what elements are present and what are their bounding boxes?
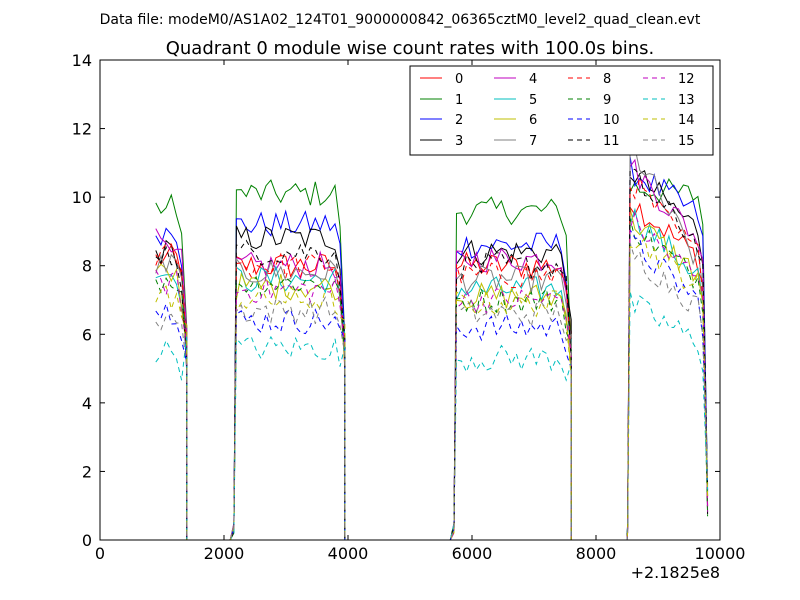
legend-label-3: 3 xyxy=(455,134,463,149)
legend-label-1: 1 xyxy=(455,93,463,108)
x-axis: 0 2000 4000 6000 8000 10000 xyxy=(95,60,746,563)
legend-label-11: 11 xyxy=(603,134,620,149)
y-tick-label: 12 xyxy=(72,120,92,139)
plot-frame xyxy=(99,59,721,541)
y-tick-label: 4 xyxy=(82,394,92,413)
series-line-1 xyxy=(155,178,709,541)
y-tick-label: 0 xyxy=(82,531,92,550)
y-tick-label: 10 xyxy=(72,188,92,207)
y-tick-label: 14 xyxy=(72,51,92,70)
series-line-10 xyxy=(155,227,709,541)
y-tick-label: 6 xyxy=(82,325,92,344)
series-line-13 xyxy=(155,291,709,541)
legend-label-13: 13 xyxy=(678,93,695,108)
chart-title: Quadrant 0 module wise count rates with … xyxy=(166,38,655,59)
legend-label-12: 12 xyxy=(678,72,695,87)
y-tick-label: 2 xyxy=(82,462,92,481)
y-tick-label: 8 xyxy=(82,257,92,276)
series-line-3 xyxy=(155,170,709,541)
figure-suptitle: Data file: modeM0/AS1A02_124T01_90000008… xyxy=(100,12,701,28)
x-tick-label: 10000 xyxy=(695,544,746,563)
series-layer xyxy=(155,138,709,541)
x-offset-label: +2.1825e8 xyxy=(631,563,720,582)
series-line-14 xyxy=(155,237,709,541)
legend-label-4: 4 xyxy=(529,72,537,87)
series-line-11 xyxy=(155,168,709,541)
legend-label-5: 5 xyxy=(529,93,537,108)
series-line-2 xyxy=(155,156,709,541)
legend-label-14: 14 xyxy=(678,113,695,128)
legend-label-2: 2 xyxy=(455,113,463,128)
legend-label-15: 15 xyxy=(678,134,695,149)
series-line-9 xyxy=(155,218,709,541)
series-line-0 xyxy=(155,202,709,541)
x-tick-label: 2000 xyxy=(204,544,245,563)
legend-label-6: 6 xyxy=(529,113,537,128)
x-tick-label: 8000 xyxy=(576,544,617,563)
legend-label-9: 9 xyxy=(603,93,611,108)
legend-label-10: 10 xyxy=(603,113,620,128)
series-line-7 xyxy=(155,138,709,541)
series-line-15 xyxy=(155,242,709,541)
legend-label-8: 8 xyxy=(603,72,611,87)
x-tick-label: 0 xyxy=(95,544,105,563)
series-line-4 xyxy=(155,158,709,541)
legend-label-0: 0 xyxy=(455,72,463,87)
x-tick-label: 6000 xyxy=(452,544,493,563)
x-tick-label: 4000 xyxy=(328,544,369,563)
legend-label-7: 7 xyxy=(529,134,537,149)
